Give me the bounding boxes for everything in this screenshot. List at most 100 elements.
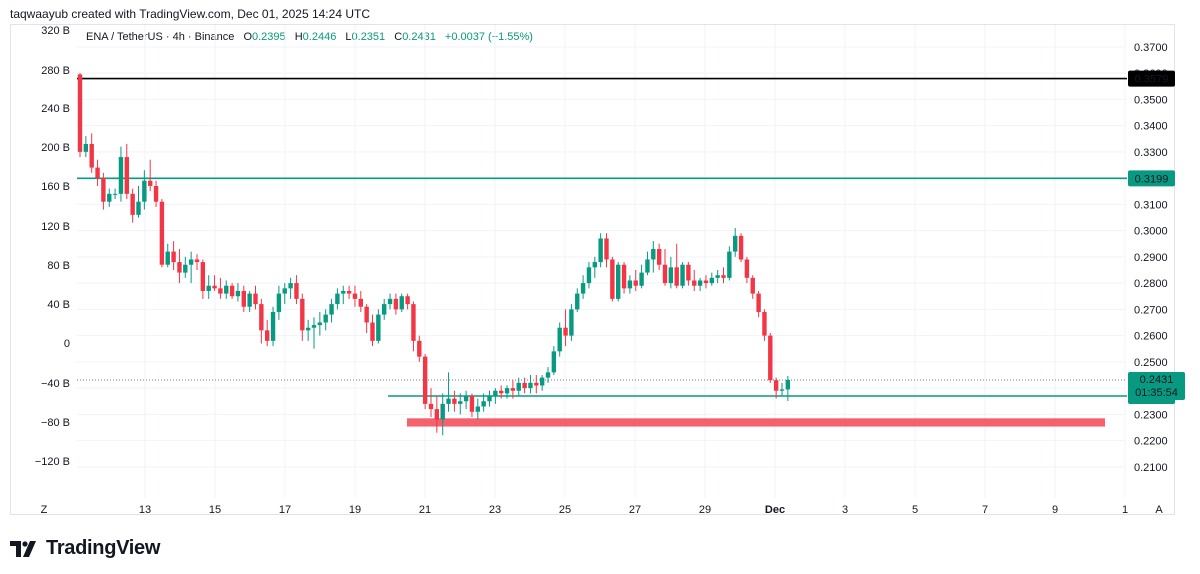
candle-down[interactable] — [744, 259, 750, 278]
candle-up[interactable] — [206, 285, 211, 291]
candle-down[interactable] — [692, 280, 697, 286]
candle-up[interactable] — [165, 251, 170, 265]
candle-up[interactable] — [779, 389, 785, 391]
candle-up[interactable] — [569, 309, 574, 336]
candle-down[interactable] — [130, 193, 135, 215]
candle-up[interactable] — [224, 285, 229, 294]
candle-down[interactable] — [358, 298, 363, 307]
candle-up[interactable] — [639, 272, 644, 286]
candle-down[interactable] — [452, 398, 457, 404]
candle-down[interactable] — [124, 157, 129, 194]
candle-up[interactable] — [575, 293, 580, 310]
candle-up[interactable] — [270, 311, 276, 341]
candle-down[interactable] — [364, 306, 369, 323]
candle-up[interactable] — [376, 314, 381, 341]
candle-down[interactable] — [703, 280, 709, 284]
candle-down[interactable] — [738, 235, 744, 260]
candle-up[interactable] — [785, 379, 791, 390]
candle-up[interactable] — [387, 298, 393, 305]
candle-up[interactable] — [645, 259, 650, 273]
candle-up[interactable] — [399, 296, 404, 310]
candle-up[interactable] — [680, 264, 685, 286]
candle-up[interactable] — [651, 248, 656, 260]
candle-up[interactable] — [598, 238, 603, 263]
candle-up[interactable] — [616, 264, 621, 299]
candle-down[interactable] — [393, 298, 399, 310]
candle-down[interactable] — [153, 185, 159, 202]
candle-down[interactable] — [604, 238, 609, 260]
candle-down[interactable] — [405, 296, 410, 305]
candle-down[interactable] — [610, 259, 615, 299]
candle-up[interactable] — [627, 280, 633, 289]
candle-down[interactable] — [662, 264, 668, 284]
candle-down[interactable] — [469, 395, 475, 412]
candle-down[interactable] — [422, 356, 428, 404]
candle-up[interactable] — [382, 304, 387, 315]
candle-down[interactable] — [346, 290, 352, 294]
candle-up[interactable] — [709, 277, 714, 284]
candle-down[interactable] — [218, 288, 223, 294]
candle-up[interactable] — [504, 388, 510, 394]
candle-up[interactable] — [311, 325, 317, 328]
candle-up[interactable] — [528, 382, 533, 389]
candle-up[interactable] — [282, 288, 287, 294]
candle-down[interactable] — [750, 277, 755, 294]
candle-down[interactable] — [633, 280, 638, 286]
candle-down[interactable] — [77, 74, 83, 152]
candle-down[interactable] — [241, 290, 246, 307]
candle-up[interactable] — [493, 390, 498, 396]
candle-up[interactable] — [557, 327, 562, 352]
candle-down[interactable] — [428, 403, 434, 410]
candle-down[interactable] — [768, 335, 773, 381]
candle-up[interactable] — [440, 403, 445, 420]
candle-up[interactable] — [107, 193, 112, 202]
candle-down[interactable] — [259, 304, 264, 331]
candle-down[interactable] — [370, 322, 375, 341]
candle-down[interactable] — [510, 388, 516, 391]
symbol-label[interactable]: ENA / TetherUS · 4h · Binance — [86, 31, 235, 43]
candle-up[interactable] — [481, 401, 486, 407]
candle-up[interactable] — [580, 283, 586, 294]
candle-down[interactable] — [171, 251, 176, 263]
candle-down[interactable] — [773, 380, 779, 391]
candle-down[interactable] — [101, 178, 106, 202]
candle-up[interactable] — [136, 201, 141, 215]
candle-down[interactable] — [194, 259, 200, 263]
candle-up[interactable] — [276, 293, 282, 312]
candle-up[interactable] — [715, 275, 720, 278]
candle-up[interactable] — [341, 290, 346, 294]
candle-up[interactable] — [539, 377, 545, 386]
candle-down[interactable] — [89, 143, 94, 168]
candle-down[interactable] — [300, 298, 305, 331]
candle-down[interactable] — [563, 327, 568, 336]
candle-up[interactable] — [305, 327, 311, 331]
candle-up[interactable] — [112, 193, 118, 195]
candle-up[interactable] — [323, 314, 328, 323]
candle-up[interactable] — [247, 293, 252, 307]
candle-up[interactable] — [551, 351, 557, 373]
candle-down[interactable] — [212, 285, 217, 289]
candle-down[interactable] — [686, 264, 691, 281]
candle-up[interactable] — [463, 395, 469, 402]
candle-down[interactable] — [721, 275, 726, 278]
candle-up[interactable] — [487, 395, 492, 402]
candle-up[interactable] — [458, 401, 463, 404]
candle-down[interactable] — [148, 180, 153, 186]
candle-up[interactable] — [83, 143, 89, 152]
candle-down[interactable] — [656, 248, 662, 265]
candle-down[interactable] — [265, 330, 270, 341]
candle-up[interactable] — [475, 406, 480, 412]
timezone-toggle[interactable]: Z — [41, 504, 48, 516]
candle-up[interactable] — [288, 283, 293, 289]
candle-up[interactable] — [586, 267, 592, 284]
candle-up[interactable] — [335, 293, 340, 305]
candle-up[interactable] — [727, 251, 732, 278]
candle-up[interactable] — [446, 398, 451, 404]
candle-up[interactable] — [668, 267, 674, 284]
candle-up[interactable] — [183, 264, 188, 273]
candle-up[interactable] — [118, 157, 124, 194]
candle-down[interactable] — [253, 293, 258, 305]
candle-down[interactable] — [294, 283, 299, 299]
candle-down[interactable] — [229, 285, 235, 297]
candle-up[interactable] — [733, 235, 738, 252]
